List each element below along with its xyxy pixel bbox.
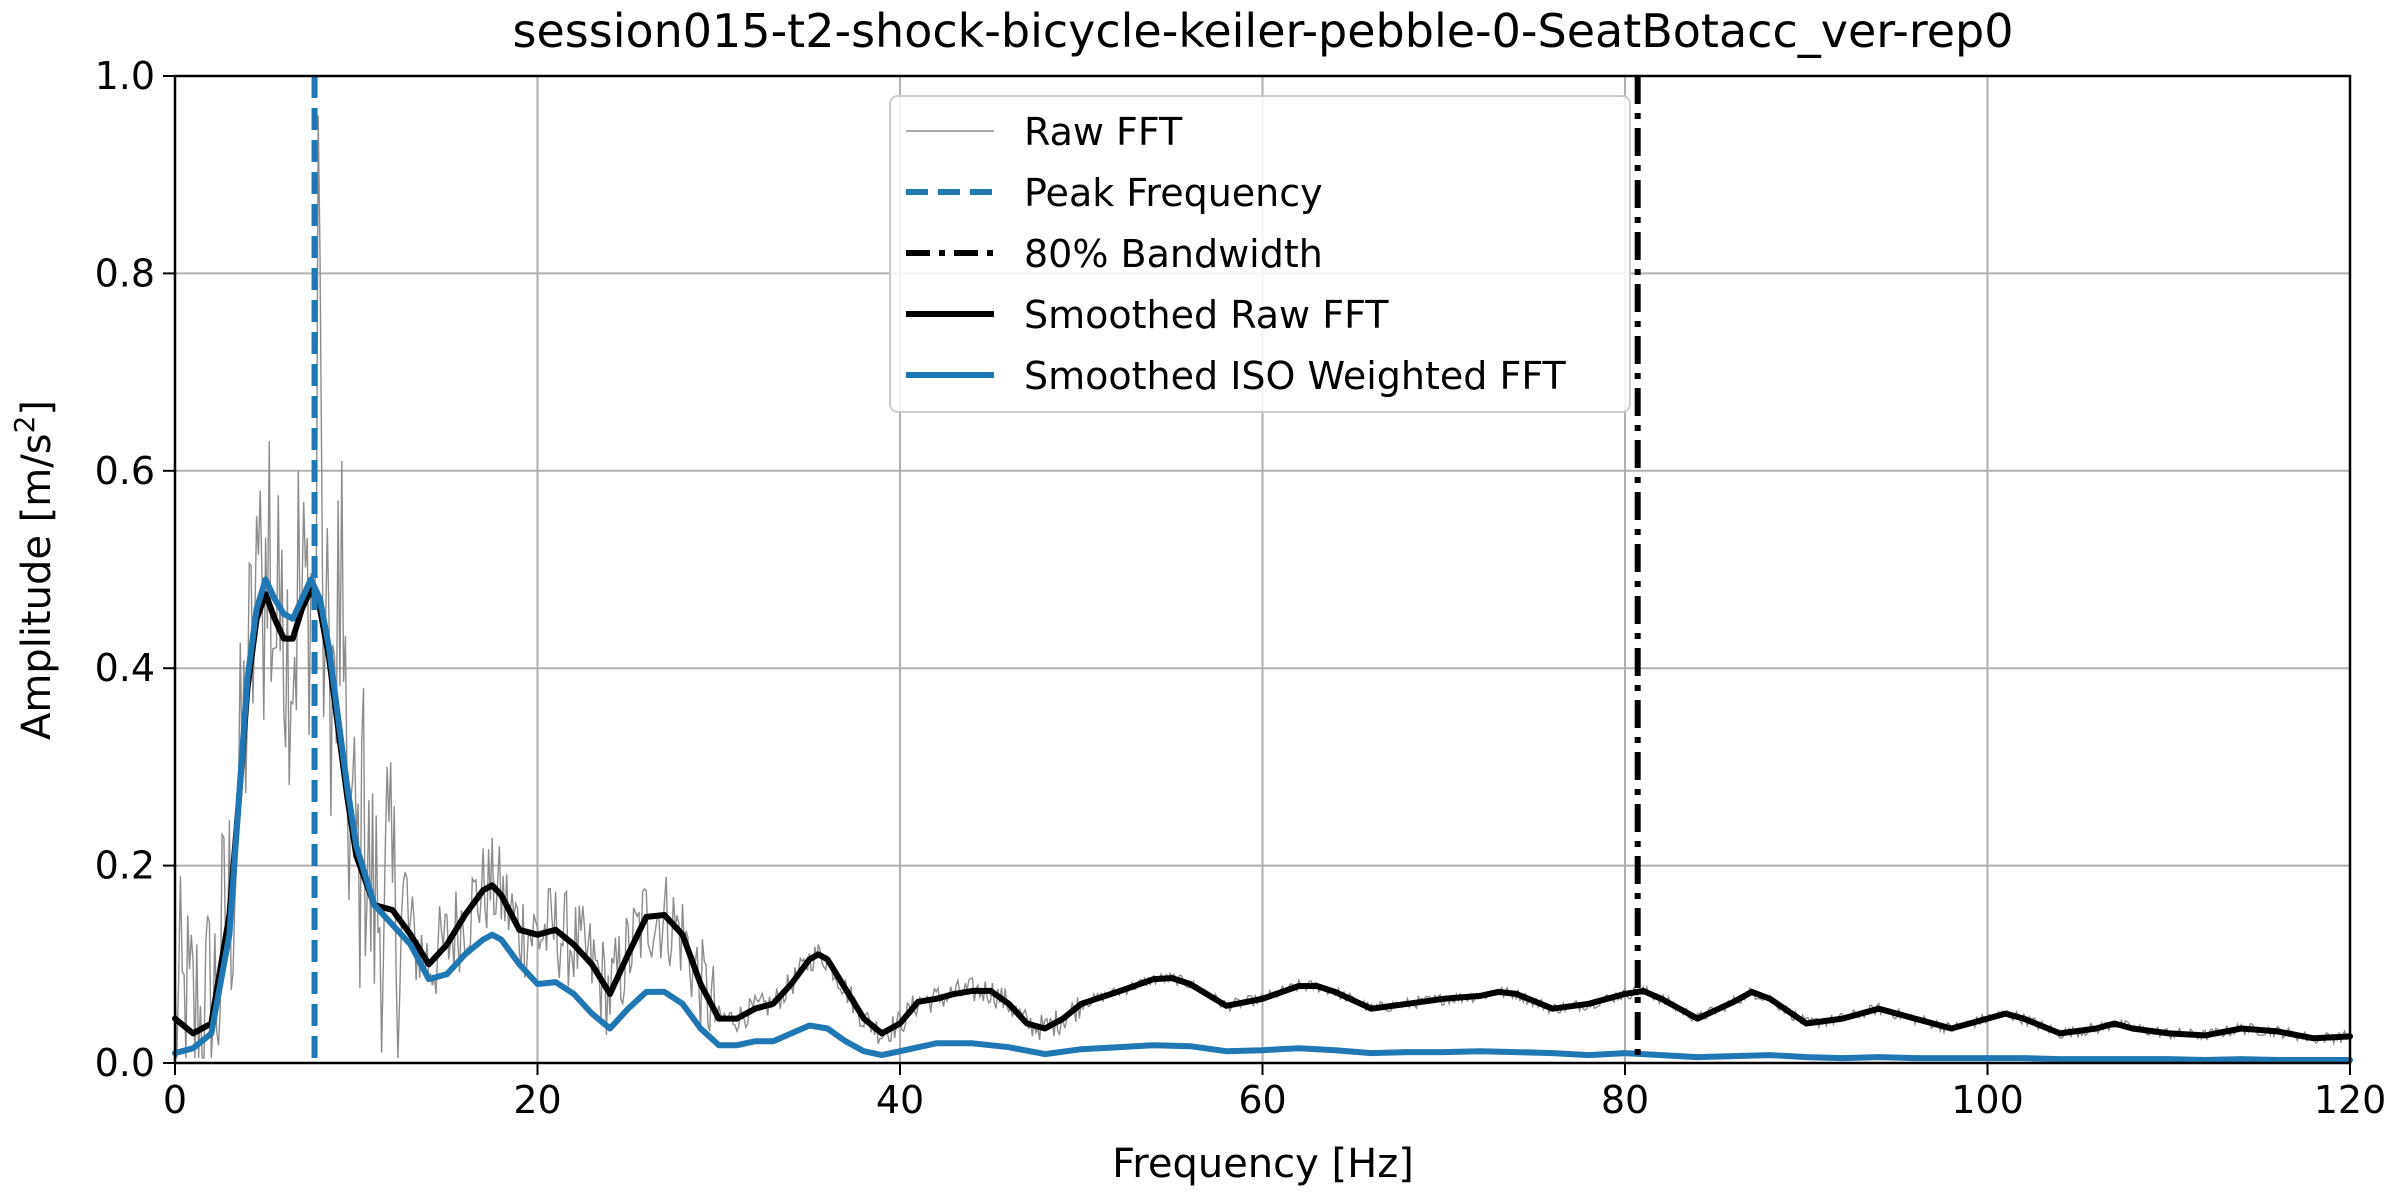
chart-title: session015-t2-shock-bicycle-keiler-pebbl… xyxy=(513,4,2014,58)
y-tick-label: 0.6 xyxy=(95,449,155,493)
y-tick-label: 0.0 xyxy=(95,1041,155,1085)
x-tick-label: 0 xyxy=(163,1078,187,1122)
reference-lines xyxy=(311,76,1641,1063)
legend-label-bandwidth: 80% Bandwidth xyxy=(1024,232,1323,276)
legend-label-smooth-iso: Smoothed ISO Weighted FFT xyxy=(1024,354,1567,398)
smoothed-iso-fft-line xyxy=(172,576,2353,1063)
x-tick-label: 100 xyxy=(1951,1078,2024,1122)
x-tick-label: 60 xyxy=(1238,1078,1286,1122)
legend-label-peak: Peak Frequency xyxy=(1024,171,1323,215)
x-tick-label: 40 xyxy=(876,1078,924,1122)
x-tick-label: 120 xyxy=(2314,1078,2387,1122)
y-axis-label-sup: 2 xyxy=(8,416,41,434)
y-tick-label: 0.8 xyxy=(95,251,155,295)
y-axis-label-close: ] xyxy=(14,400,60,416)
x-tick-label: 80 xyxy=(1601,1078,1649,1122)
legend-label-raw: Raw FFT xyxy=(1024,110,1183,154)
legend: Raw FFT Peak Frequency 80% Bandwidth Smooth… xyxy=(889,95,1631,413)
legend-label-smooth-raw: Smoothed Raw FFT xyxy=(1024,293,1389,337)
x-axis-label: Frequency [Hz] xyxy=(1112,1141,1414,1187)
y-tick-label: 0.4 xyxy=(95,646,155,690)
y-axis-label: Amplitude [m/s2] xyxy=(8,400,60,740)
legend-box xyxy=(889,95,1631,413)
smoothed-series xyxy=(172,576,2353,1063)
x-tick-label: 20 xyxy=(513,1078,561,1122)
y-tick-label: 1.0 xyxy=(95,54,155,98)
y-axis-label-main: Amplitude [m/s xyxy=(14,433,60,740)
x-axis-ticks: 0 20 40 60 80 100 120 xyxy=(163,1063,2386,1122)
y-tick-label: 0.2 xyxy=(95,844,155,888)
y-axis-ticks: 0.0 0.2 0.4 0.6 0.8 1.0 xyxy=(95,54,175,1085)
